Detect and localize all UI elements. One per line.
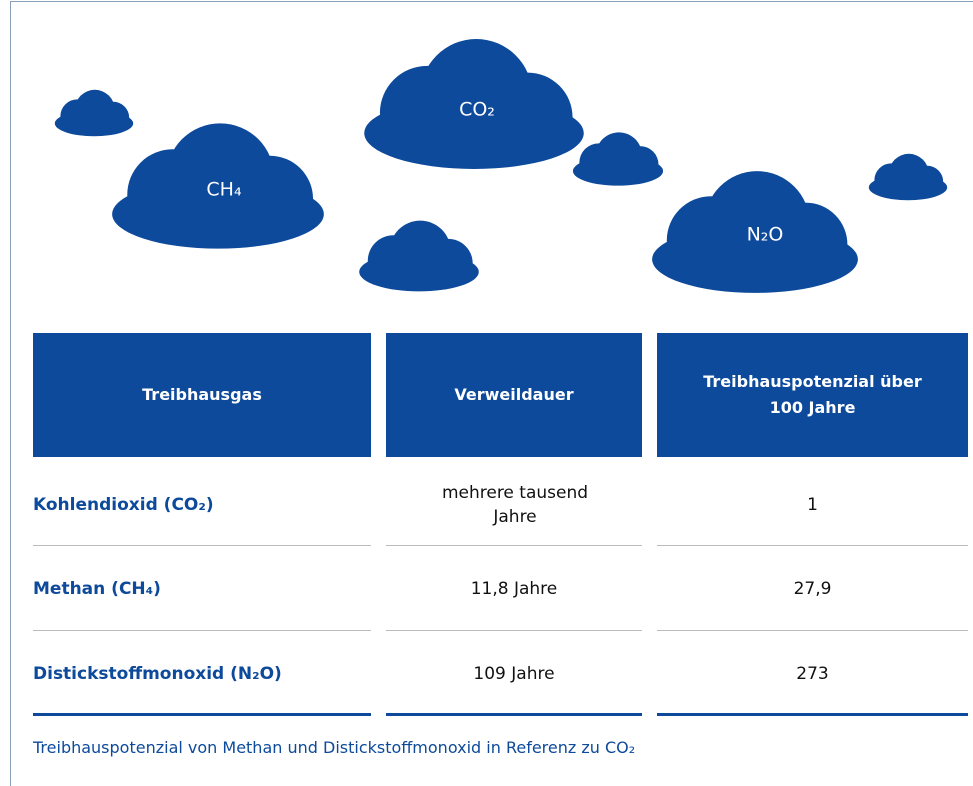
- gas-name: Kohlendioxid (CO₂): [33, 465, 371, 545]
- row-separator: [386, 545, 642, 546]
- cell: 27,9: [657, 548, 968, 630]
- cloud-label: CO₂: [459, 99, 495, 121]
- row-separator: [33, 545, 371, 546]
- caption: Treibhauspotenzial von Methan und Distic…: [33, 738, 635, 757]
- cell: 1: [657, 465, 968, 545]
- page: CO₂ CH₄ N₂O Treibhausgas Verweildauer Tr…: [0, 0, 973, 786]
- cloud-label: N₂O: [747, 224, 784, 246]
- cloud: [55, 90, 133, 136]
- row-separator: [386, 630, 642, 631]
- table-bottom-rule: [33, 713, 371, 716]
- header-cell: Treibhauspotenzial über 100 Jahre: [657, 333, 968, 457]
- cloud: [869, 154, 947, 200]
- cell: 11,8 Jahre: [386, 548, 642, 630]
- cloud: [359, 221, 479, 292]
- row-separator: [657, 545, 968, 546]
- cloud: [573, 132, 663, 185]
- cell: 273: [657, 634, 968, 714]
- cell: 109 Jahre: [386, 634, 642, 714]
- cell: mehrere tausend Jahre: [420, 465, 610, 545]
- gas-name: Methan (CH₄): [33, 548, 371, 630]
- cloud-illustration: CO₂ CH₄ N₂O: [0, 0, 973, 320]
- table-bottom-rule: [657, 713, 968, 716]
- table-bottom-rule: [386, 713, 642, 716]
- row-separator: [33, 630, 371, 631]
- row-separator: [657, 630, 968, 631]
- header-cell: Verweildauer: [386, 333, 642, 457]
- cloud-label: CH₄: [206, 179, 242, 201]
- gas-name: Distickstoffmonoxid (N₂O): [33, 634, 371, 714]
- header-cell: Treibhausgas: [33, 333, 371, 457]
